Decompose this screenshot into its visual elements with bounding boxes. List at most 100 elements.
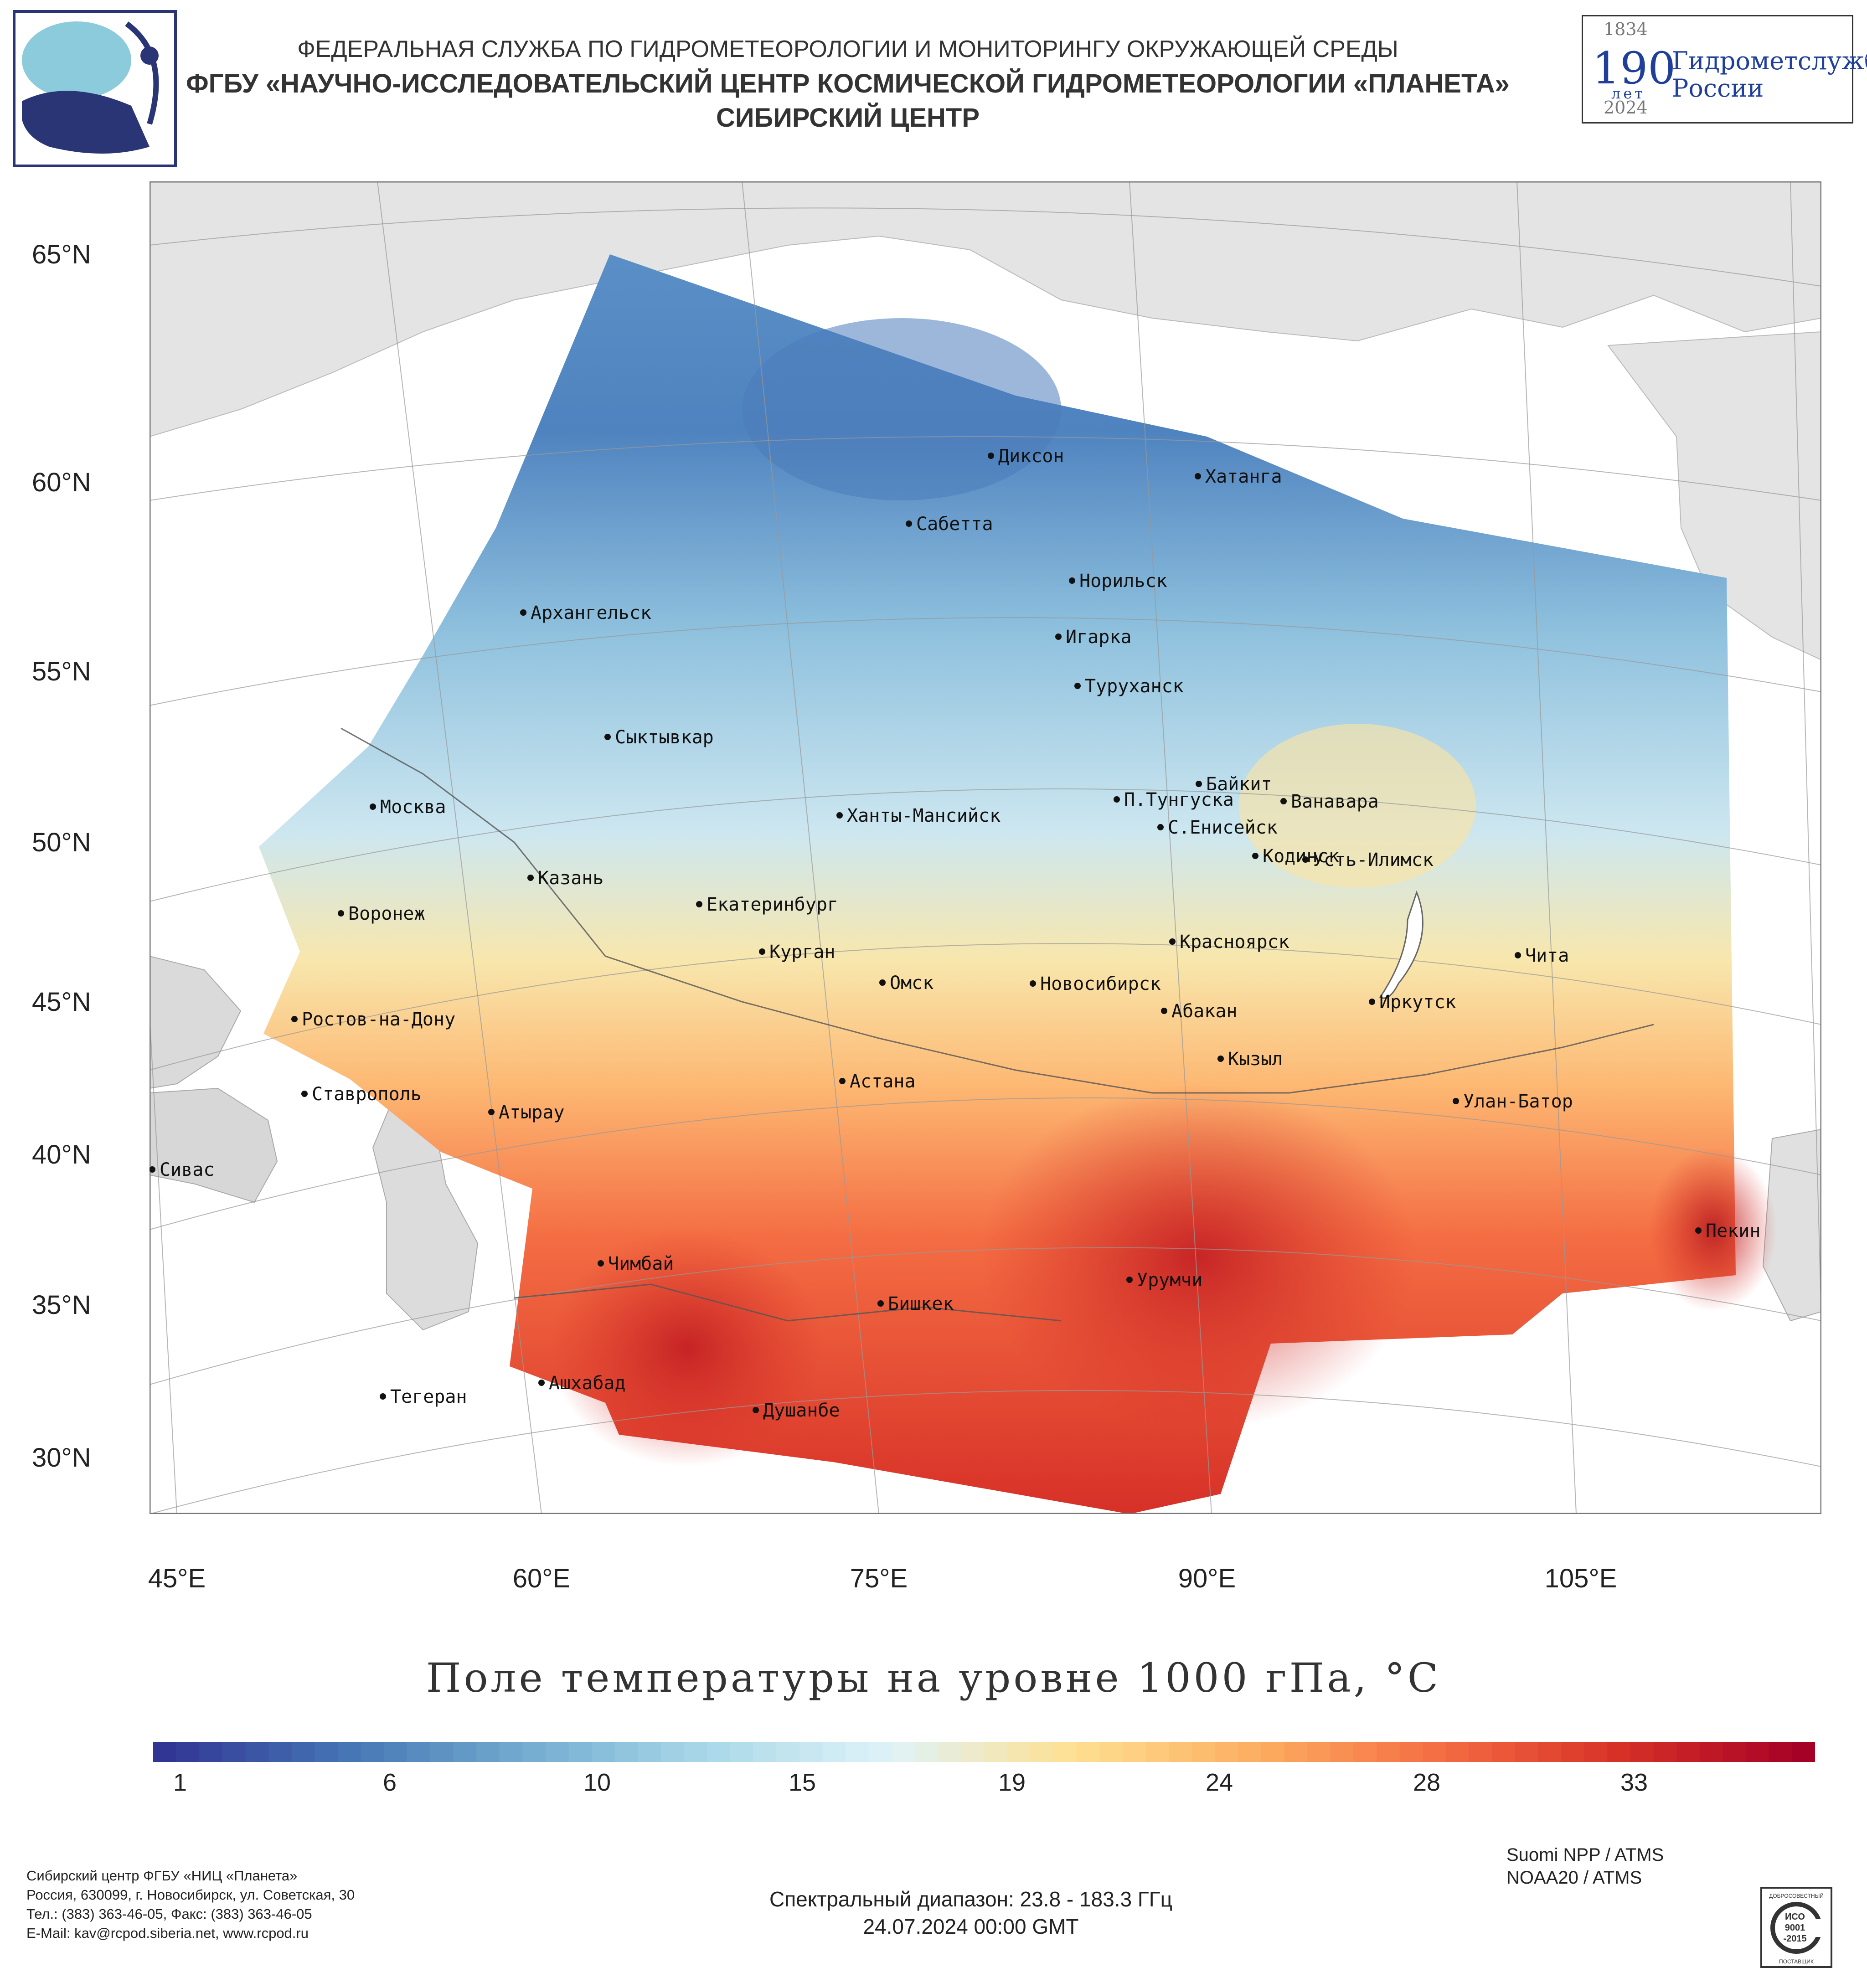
city-dot [520,609,526,616]
city-dot [1114,796,1120,803]
colorbar-segment [568,1742,592,1762]
colorbar-tick-15: 15 [788,1769,816,1796]
colorbar-segment [315,1742,338,1762]
city-label: Архангельск [531,603,651,623]
city-dot [988,453,994,459]
colorbar-segment [661,1742,685,1762]
city-marker: Архангельск [520,603,651,623]
lon-label-75: 75°E [850,1564,908,1593]
city-marker: Туруханск [1074,676,1184,697]
colorbar-segment [868,1742,892,1762]
city-dot [1195,473,1201,479]
colorbar-segment [1353,1742,1377,1762]
city-label: Тегеран [390,1386,467,1407]
colorbar-tick-24: 24 [1205,1769,1233,1796]
city-dot [1030,980,1036,987]
city-marker: Ашхабад [538,1373,626,1394]
city-dot [291,1016,298,1022]
city-marker: Бишкек [877,1293,954,1314]
city-dot [604,734,611,740]
city-label: Ставрополь [312,1084,422,1105]
city-label: Сабетта [916,514,993,535]
colorbar-segment [915,1742,939,1762]
city-label: Душанбе [763,1400,840,1421]
colorbar-segment [1099,1742,1123,1762]
city-dot [1161,1008,1167,1014]
colorbar-segment [1538,1742,1562,1762]
city-marker: Сабетта [906,514,993,535]
anniversary-logo: 1834 190 лет Гидрометслужбе России 2024 [1582,15,1867,124]
footer-email: E-Mail: kav@rcpod.siberia.net, www.rcpod… [26,1925,309,1941]
iso-line2: 9001 [1785,1923,1805,1933]
colorbar-segment [222,1742,246,1762]
iso-bottom-text: ПОСТАВЩИК [1779,1958,1814,1965]
city-marker: Сивас [150,1159,214,1180]
footer-address: Россия, 630099, г. Новосибирск, ул. Сове… [26,1887,355,1903]
city-label: Ростов-на-Дону [302,1009,455,1030]
colorbar-segment [1423,1742,1446,1762]
colorbar-segment [1699,1742,1723,1762]
city-dot [1074,683,1081,689]
lon-label-60: 60°E [512,1564,571,1593]
colorbar-segment [1238,1742,1262,1762]
colorbar-segment [1445,1742,1470,1762]
colorbar-segment [1492,1742,1516,1762]
city-dot [1217,1056,1224,1062]
city-dot [527,875,534,881]
colorbar-segment [522,1742,546,1762]
city-marker: Новосибирск [1030,973,1161,994]
city-marker: Норильск [1069,571,1167,592]
city-marker: Урумчи [1126,1270,1203,1291]
footer-phone: Тел.: (383) 363-46-05, Факс: (383) 363-4… [26,1906,312,1922]
colorbar-segment [614,1742,639,1762]
city-label: Кызыл [1228,1049,1283,1070]
city-dot [488,1109,495,1115]
city-dot [338,910,344,917]
map-title: Поле температуры на уровне 1000 гПа, °C [426,1654,1441,1701]
city-dot [753,1407,759,1413]
lon-label-45: 45°E [148,1564,206,1593]
city-dot [1252,853,1258,859]
lat-label-35: 35°N [32,1290,91,1320]
city-dot [1196,781,1202,787]
city-label: Улан-Батор [1463,1091,1573,1112]
city-marker: Хатанга [1195,466,1282,487]
city-label: Казань [538,868,604,889]
colorbar-segment [592,1742,615,1762]
header-institute: ФГБУ «НАУЧНО-ИССЛЕДОВАТЕЛЬСКИЙ ЦЕНТР КОС… [186,69,1510,98]
city-label: Бишкек [888,1293,954,1314]
city-label: Омск [890,973,934,994]
city-label: Игарка [1066,627,1132,648]
colorbar-segment [545,1742,569,1762]
colorbar-segment [892,1742,915,1762]
colorbar-segment [268,1742,292,1762]
colorbar-segment [1307,1742,1331,1762]
anniversary-years-word: лет [1611,85,1645,102]
city-dot [839,1078,846,1084]
city-label: Екатеринбург [707,894,838,915]
colorbar-segment [384,1742,407,1762]
city-label: Абакан [1171,1001,1238,1022]
colorbar-segment [1145,1742,1169,1762]
colorbar-segment [846,1742,869,1762]
colorbar-segment [1653,1742,1677,1762]
colorbar-segment [1792,1742,1815,1762]
colorbar-tick-19: 19 [998,1769,1026,1796]
lat-label-50: 50°N [32,828,91,857]
colorbar-segment [476,1742,500,1762]
city-dot [759,948,765,955]
lat-label-45: 45°N [32,987,91,1017]
city-label: Атырау [499,1102,565,1123]
colorbar-segment [753,1742,777,1762]
iso-top-text: ДОБРОСОВЕСТНЫЙ [1769,1892,1824,1899]
city-label: Астана [850,1071,916,1092]
city-dot [1126,1277,1133,1283]
city-marker: Байкит [1196,774,1272,795]
colorbar-segment [1769,1742,1793,1762]
city-label: С.Енисейск [1168,817,1278,838]
colorbar-segment [1399,1742,1423,1762]
satellite-1: Suomi NPP / ATMS [1506,1845,1664,1865]
city-label: Кодинск [1263,846,1340,867]
city-label: Усть-Илимск [1313,850,1434,870]
colorbar-segment [799,1742,823,1762]
